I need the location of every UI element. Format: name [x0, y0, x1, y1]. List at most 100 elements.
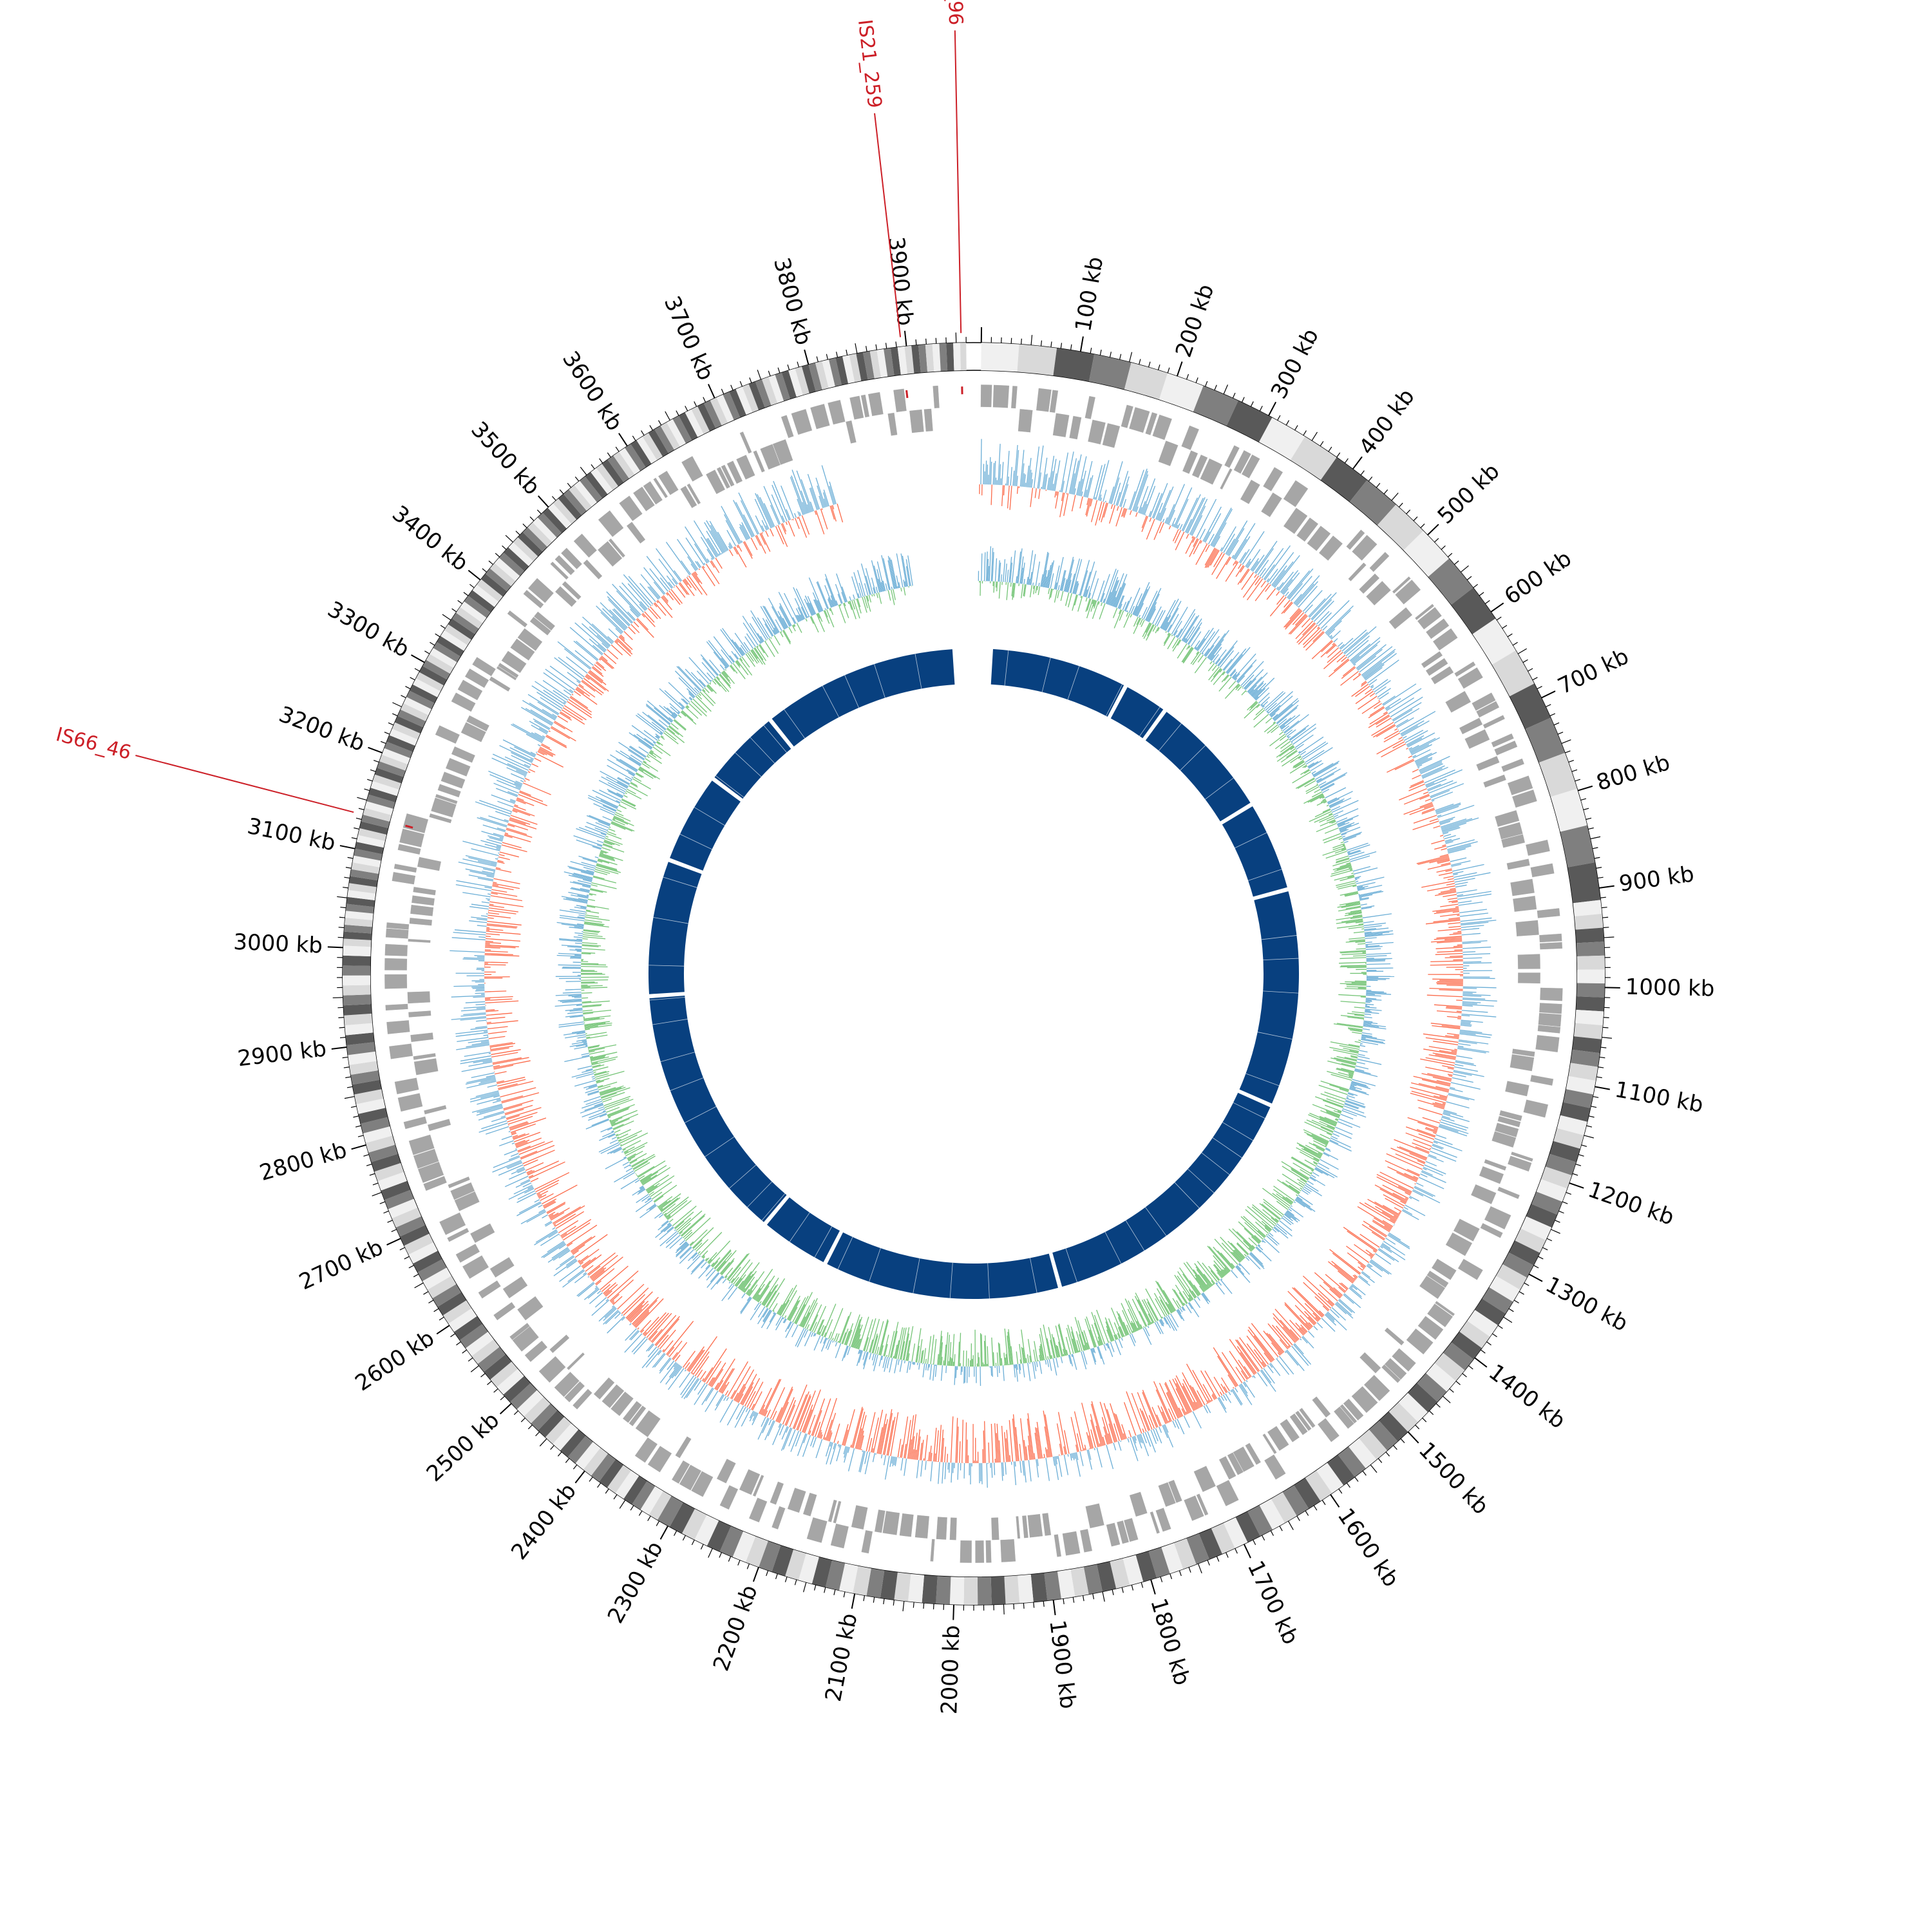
gc-skew-bar: [529, 1161, 565, 1179]
gene-feature: [830, 1523, 849, 1549]
gc-skew-bar: [518, 1141, 553, 1155]
gc-skew-bar: [1410, 1092, 1446, 1104]
gc-skew-bar: [594, 1296, 607, 1308]
ideogram-band: [384, 741, 413, 759]
axis-tick: [1601, 907, 1607, 909]
gc-skew-bar: [1329, 1288, 1341, 1299]
axis-tick: [1121, 1587, 1124, 1593]
ideogram-band: [381, 748, 410, 764]
gc-skew-bar: [498, 1083, 518, 1089]
ideogram-band: [1563, 1089, 1593, 1108]
gc-skew-bar: [1007, 485, 1010, 509]
gc-content-bar: [1253, 677, 1275, 699]
gc-skew-bar: [1027, 1418, 1033, 1460]
gc-skew-bar: [1421, 1079, 1450, 1087]
ideogram-band: [343, 965, 371, 976]
gc-content-bar: [1112, 607, 1118, 618]
gene-feature: [1491, 733, 1515, 748]
axis-tick: [1561, 739, 1571, 744]
gc-skew-bar: [749, 1410, 754, 1419]
axis-tick: [1428, 1410, 1434, 1416]
gc-skew-bar: [728, 544, 732, 549]
gc-content-bar: [766, 1312, 777, 1330]
gc-skew-bar: [1376, 717, 1392, 728]
ideogram-band: [343, 955, 371, 966]
axis-tick: [1197, 1563, 1202, 1574]
gc-skew-bar: [1140, 500, 1146, 514]
gc-skew-bar: [812, 1437, 817, 1448]
gc-content-bar: [785, 1322, 794, 1338]
gc-skew-bar: [1030, 479, 1033, 488]
gc-skew-bar: [736, 545, 739, 549]
axis-tick: [619, 1499, 626, 1509]
gc-content-bar: [1366, 992, 1392, 995]
gene-feature: [1482, 714, 1506, 729]
gc-skew-bar: [538, 1195, 542, 1198]
gc-skew-bar: [1144, 486, 1156, 515]
gc-skew-bar: [586, 674, 609, 692]
gene-feature: [658, 470, 679, 496]
gc-content-bar: [741, 1271, 757, 1291]
gc-content-bar: [1303, 1129, 1329, 1142]
gc-skew-bar: [1284, 1351, 1287, 1354]
gc-skew-bar: [481, 901, 490, 904]
gc-skew-bar: [1371, 721, 1394, 736]
gc-skew-bar: [920, 1460, 923, 1477]
gc-content-bar: [797, 1329, 807, 1348]
gc-skew-bar: [707, 538, 719, 556]
gc-skew-bar: [520, 1144, 555, 1160]
gc-content-bar: [1253, 688, 1262, 698]
gc-skew-bar: [552, 714, 558, 717]
gc-skew-bar: [1417, 1121, 1438, 1130]
gc-skew-bar: [1444, 835, 1456, 840]
gc-skew-bar: [1240, 569, 1250, 583]
gene-feature: [716, 466, 731, 489]
ideogram-band: [1320, 457, 1367, 502]
gc-content-bar: [1262, 701, 1268, 708]
gc-skew-bar: [802, 1435, 811, 1457]
gc-skew-bar: [1094, 1448, 1095, 1450]
ideogram-band: [361, 814, 390, 828]
gc-content-bar: [1133, 618, 1142, 634]
gc-skew-bar: [1240, 565, 1245, 573]
gc-skew-bar: [1182, 1383, 1197, 1410]
gc-skew-bar: [685, 1362, 690, 1370]
ideogram-band: [468, 590, 495, 612]
gc-skew-bar: [775, 526, 784, 545]
gc-skew-bar: [1302, 1336, 1314, 1349]
gc-skew-bar: [1252, 554, 1265, 572]
gc-skew-bar: [549, 1214, 554, 1218]
gc-content-bar: [1173, 620, 1182, 636]
gc-content-bar: [1352, 1079, 1376, 1086]
gene-feature: [893, 388, 907, 413]
gc-skew-bar: [1263, 1331, 1283, 1354]
gc-skew-bar: [1412, 1189, 1441, 1204]
gene-feature: [1183, 1495, 1205, 1522]
gc-skew-bar: [511, 1142, 515, 1144]
gc-content-bar: [1050, 573, 1054, 589]
gc-content-bar: [869, 1339, 873, 1353]
ideogram-band: [426, 654, 454, 674]
ideogram-band: [343, 931, 372, 940]
ideogram-band: [388, 1198, 418, 1218]
gc-skew-bar: [500, 1087, 536, 1097]
gc-skew-bar: [604, 1283, 618, 1296]
gene-feature: [445, 757, 471, 777]
gc-content-bar: [717, 1250, 737, 1273]
gc-skew-bar: [1437, 1010, 1462, 1014]
gc-content-bar: [849, 1314, 860, 1347]
gc-skew-bar: [699, 1370, 706, 1380]
gc-content-bar: [1363, 925, 1382, 929]
gc-content-bar: [852, 1324, 861, 1348]
gc-skew-bar: [1423, 1048, 1457, 1056]
axis-tick: [1406, 509, 1411, 515]
gc-skew-bar: [570, 1236, 592, 1252]
gc-content-bar: [1347, 1093, 1354, 1096]
gc-skew-bar: [603, 652, 617, 665]
gc-content-bar: [1051, 1334, 1058, 1358]
gc-skew-bar: [1303, 1282, 1332, 1309]
gc-content-bar: [746, 1296, 751, 1302]
gc-skew-bar: [643, 1332, 647, 1336]
gc-skew-bar: [1086, 477, 1092, 498]
gc-content-bar: [733, 1276, 739, 1285]
